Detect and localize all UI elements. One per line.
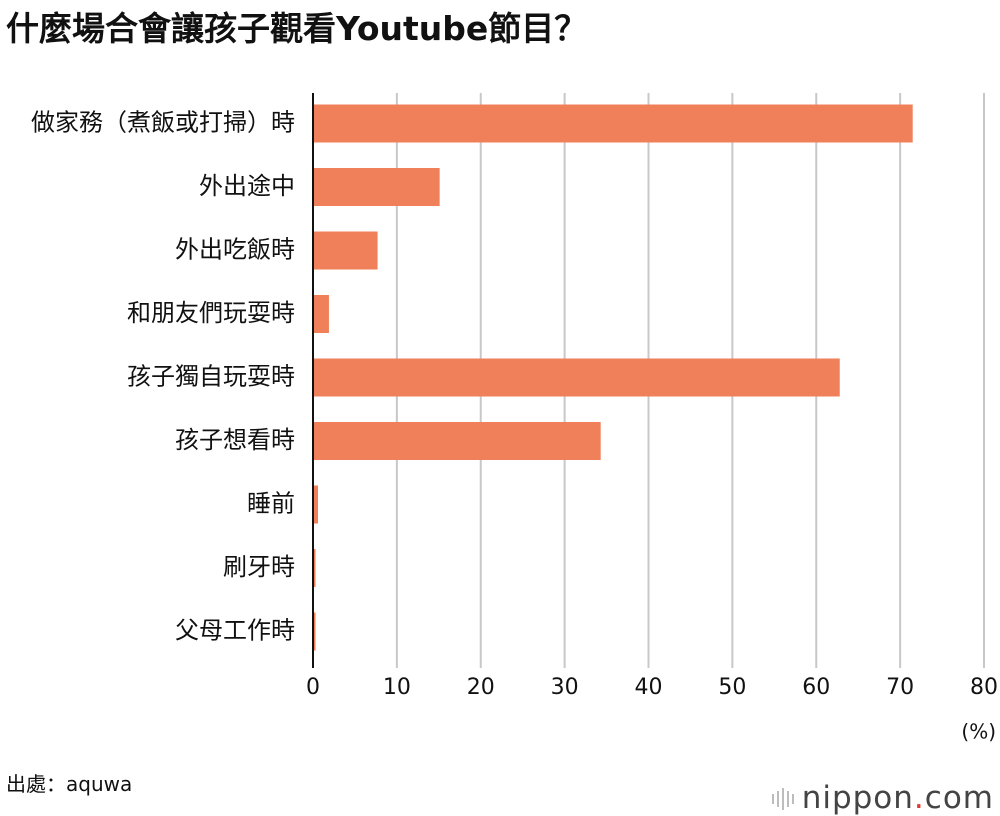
x-tick-label: 50 — [718, 675, 746, 700]
bar — [313, 612, 316, 651]
bar-chart: 做家務（煮飯或打掃）時外出途中外出吃飯時和朋友們玩耍時孩子獨自玩耍時孩子想看時睡… — [31, 93, 998, 744]
category-label: 孩子想看時 — [175, 426, 295, 454]
bar — [313, 422, 601, 460]
bar — [313, 295, 329, 333]
logo-dot: . — [913, 780, 925, 816]
bar — [313, 549, 316, 587]
logo-brand: nippon — [801, 780, 914, 816]
x-tick-labels: 0 10 20 30 40 50 60 70 80 — [306, 675, 998, 700]
logo-text: nippon.com — [802, 783, 994, 814]
category-label: 孩子獨自玩耍時 — [127, 363, 295, 391]
x-tick-label: 80 — [970, 675, 998, 700]
category-label: 外出途中 — [199, 172, 295, 200]
category-label: 刷牙時 — [223, 553, 295, 581]
x-tick-label: 40 — [635, 675, 663, 700]
x-tick-label: 20 — [467, 675, 495, 700]
chart-title: 什麼場合會讓孩子觀看Youtube節目？ — [6, 9, 588, 48]
category-label: 外出吃飯時 — [175, 236, 295, 264]
bar — [313, 231, 378, 270]
bars — [313, 104, 913, 651]
logo-tld: com — [924, 780, 994, 816]
bar — [313, 358, 840, 397]
x-axis-unit: (%) — [961, 720, 996, 744]
bar — [313, 485, 319, 524]
x-tick-label: 60 — [802, 675, 830, 700]
x-tick-label: 0 — [306, 675, 320, 700]
bar — [313, 168, 440, 206]
source-note: 出處：aquwa — [6, 772, 133, 796]
category-label: 做家務（煮飯或打掃）時 — [31, 109, 295, 137]
logo-bars-icon — [771, 787, 794, 810]
category-label: 睡前 — [247, 490, 295, 518]
bar — [313, 104, 913, 143]
category-labels: 做家務（煮飯或打掃）時外出途中外出吃飯時和朋友們玩耍時孩子獨自玩耍時孩子想看時睡… — [31, 109, 295, 645]
category-label: 父母工作時 — [175, 617, 295, 645]
x-tick-label: 70 — [886, 675, 914, 700]
category-label: 和朋友們玩耍時 — [127, 299, 295, 327]
x-tick-label: 30 — [551, 675, 579, 700]
x-tick-label: 10 — [383, 675, 411, 700]
nippon-logo: nippon.com — [771, 783, 994, 814]
